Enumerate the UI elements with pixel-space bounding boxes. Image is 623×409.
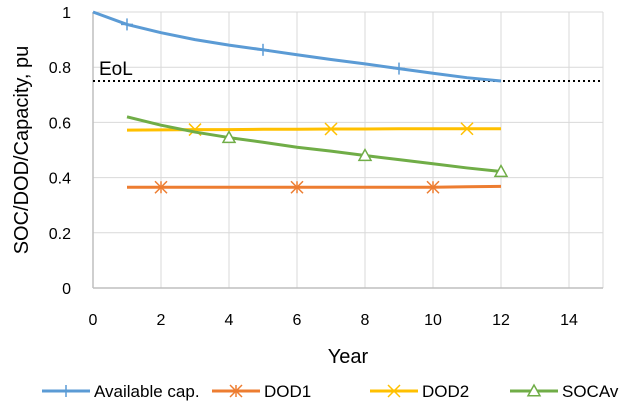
x-tick-label: 12: [492, 312, 510, 329]
x-tick-label: 8: [361, 312, 370, 329]
legend-label: DOD2: [422, 382, 469, 401]
eol-annotation: EoL: [93, 59, 603, 82]
data-point: [426, 180, 440, 194]
chart-legend: Available cap. DOD1 DOD2 SOCAv: [42, 382, 619, 401]
series-line: [92, 10, 502, 83]
legend-item: SOCAv: [510, 382, 619, 401]
y-tick-label: 0.6: [49, 115, 71, 132]
legend-marker: [387, 384, 401, 398]
y-tick-label: 0.2: [49, 226, 71, 243]
data-point: [257, 43, 269, 56]
legend-item: DOD1: [212, 382, 311, 401]
data-point: [357, 147, 373, 162]
series-available-cap: [92, 10, 502, 83]
y-tick-label: 0: [62, 281, 71, 298]
y-tick-label: 0.8: [49, 60, 71, 77]
series-line: [126, 115, 502, 174]
series-dod1: [127, 180, 502, 194]
data-point: [324, 122, 338, 136]
x-tick-label: 2: [157, 312, 166, 329]
legend-label: DOD1: [264, 382, 311, 401]
y-tick-label: 0.4: [49, 171, 71, 188]
x-tick-label: 10: [424, 312, 442, 329]
data-point: [460, 122, 474, 136]
legend-label: Available cap.: [94, 382, 200, 401]
legend-marker: [229, 384, 243, 398]
legend-marker: [526, 383, 542, 397]
legend-label: SOCAv: [562, 382, 619, 401]
y-axis-title: SOC/DOD/Capacity, pu: [11, 46, 33, 255]
chart-grid: [93, 11, 604, 288]
eol-label: EoL: [99, 59, 133, 80]
data-point: [290, 180, 304, 194]
data-point: [493, 163, 509, 178]
series-socav: [126, 115, 509, 178]
legend-marker: [60, 385, 72, 397]
data-point: [221, 130, 237, 144]
chart-series: [92, 10, 509, 194]
data-point: [393, 62, 405, 75]
data-point: [154, 180, 168, 194]
tick-labels: 0 2 4 6 8 10 12 14 0 0.2 0.4 0.6 0.8 1: [49, 5, 578, 329]
data-point: [121, 18, 133, 31]
chart-axes: [92, 12, 603, 289]
legend-item: Available cap.: [42, 382, 200, 401]
series-line: [127, 184, 502, 189]
x-tick-label: 4: [225, 312, 234, 329]
x-tick-label: 0: [89, 312, 98, 329]
x-tick-label: 14: [560, 312, 578, 329]
x-axis-title: Year: [328, 346, 369, 368]
y-tick-label: 1: [62, 5, 71, 22]
x-tick-label: 6: [293, 312, 302, 329]
legend-item: DOD2: [370, 382, 469, 401]
